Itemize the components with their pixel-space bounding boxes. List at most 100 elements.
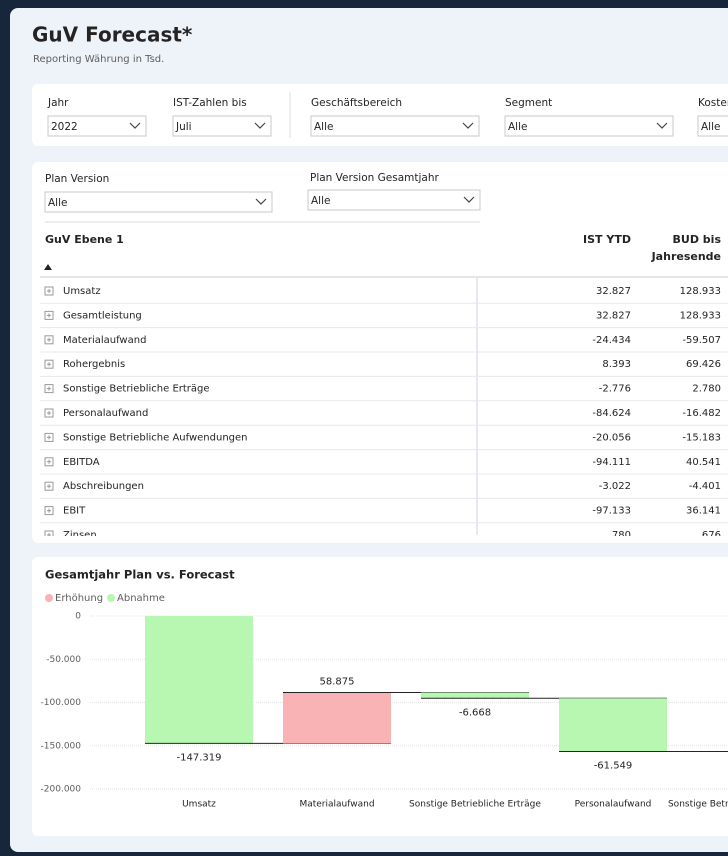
row-label: Gesamtleistung [63, 310, 142, 321]
row-label: Sonstige Betriebliche Aufwendungen [63, 432, 248, 443]
scrollbar [476, 278, 478, 535]
expand-icon[interactable] [44, 335, 54, 345]
filter-label: Kostenstelle [698, 97, 728, 109]
expand-plus [47, 533, 51, 536]
cell: -59.507 [682, 335, 721, 346]
cell: -3.022 [599, 481, 631, 492]
column-header[interactable]: BUD bis [673, 233, 722, 246]
column-header[interactable]: GuV Ebene 1 [45, 233, 124, 246]
expand-plus [47, 435, 51, 440]
chart-title: Gesamtjahr Plan vs. Forecast [45, 568, 235, 582]
x-tick-label: Sonstige Betriebliche Erträge [409, 800, 541, 810]
cell: -84.624 [592, 408, 631, 419]
expand-icon[interactable] [44, 506, 54, 516]
cell: 2.780 [692, 384, 721, 395]
chevron [462, 122, 474, 129]
cell: -4.401 [689, 481, 721, 492]
cell: -15.183 [682, 432, 721, 443]
page-subtitle: Reporting Währung in Tsd. [33, 54, 164, 65]
dropdown-value: Alle [701, 121, 720, 133]
cell: 676 [702, 530, 721, 541]
bar [283, 692, 391, 744]
dropdown-value: Alle [314, 121, 333, 133]
cell: -16.482 [682, 408, 721, 419]
bar [421, 692, 529, 699]
cell: 40.541 [686, 457, 721, 468]
row-label: Personalaufwand [63, 408, 148, 419]
cell: 8.393 [602, 359, 631, 370]
dropdown-value: 2022 [51, 121, 78, 133]
expand-icon[interactable] [44, 481, 54, 491]
data-label: 58.875 [320, 677, 355, 688]
expand-icon[interactable] [44, 310, 54, 320]
chevron [463, 196, 475, 203]
bar [559, 698, 667, 752]
legend-label: Abnahme [117, 593, 165, 604]
expand-icon[interactable] [44, 286, 54, 296]
expand-icon[interactable] [44, 457, 54, 467]
bar [145, 616, 253, 744]
dropdown[interactable] [310, 115, 480, 137]
x-tick-label: Personalaufwand [575, 800, 652, 810]
dropdown-value: Alle [311, 195, 330, 207]
column-header[interactable]: IST YTD [583, 233, 631, 246]
x-tick-label: Umsatz [182, 800, 216, 810]
cell: 128.933 [680, 310, 721, 321]
cell: -94.111 [592, 457, 631, 468]
data-label: -6.668 [459, 707, 491, 718]
expand-icon[interactable] [44, 432, 54, 442]
expand-plus [47, 313, 51, 318]
row-label: EBITDA [63, 457, 100, 468]
row-label: Materialaufwand [63, 335, 146, 346]
chevron [255, 198, 267, 205]
legend-swatch [107, 594, 115, 602]
table-body: Umsatz 32.827 128.933 Gesamtleistung 32.827 1… [40, 286, 728, 541]
chevron [254, 122, 266, 129]
dropdown[interactable] [44, 191, 273, 213]
legend-swatch [45, 594, 53, 602]
dropdown-value: Alle [508, 121, 527, 133]
filter-label: Plan Version [45, 173, 109, 185]
chevron [656, 122, 668, 129]
y-tick-label: -50.000 [46, 655, 81, 665]
dropdown[interactable] [172, 115, 272, 137]
dropdown[interactable] [307, 189, 481, 211]
dropdown-value: Alle [48, 197, 67, 209]
expand-plus [47, 337, 51, 342]
sort-arrow [44, 264, 52, 270]
expand-plus [47, 289, 51, 293]
legend-label: Erhöhung [55, 593, 103, 604]
x-tick-label: Materialaufwand [299, 800, 374, 810]
filter-card [32, 84, 728, 146]
expand-plus [47, 508, 51, 513]
filter-label: Plan Version Gesamtjahr [310, 172, 439, 184]
row-label: Rohergebnis [63, 359, 125, 370]
dropdown[interactable] [47, 115, 147, 137]
chevron [129, 122, 141, 129]
dropdown[interactable] [504, 115, 674, 137]
x-tick-label: Sonstige Betriebliche Aufwendungen [668, 800, 728, 810]
page-title: GuV Forecast* [32, 23, 193, 47]
expand-icon[interactable] [44, 359, 54, 369]
cell: 780 [612, 530, 631, 541]
expand-icon[interactable] [44, 530, 54, 539]
y-tick-label: 0 [75, 612, 81, 622]
dropdown[interactable] [697, 115, 728, 137]
row-label: EBIT [63, 506, 86, 517]
expand-icon[interactable] [44, 384, 54, 394]
expand-icon[interactable] [44, 408, 54, 418]
expand-plus [47, 386, 51, 391]
expand-plus [47, 459, 51, 464]
row-label: Umsatz [63, 286, 101, 297]
cell: -20.056 [592, 432, 631, 443]
filter-label: Segment [505, 97, 552, 109]
expand-plus [47, 411, 51, 415]
cell: -2.776 [599, 384, 631, 395]
row-label: Abschreibungen [63, 481, 144, 492]
data-label: -61.549 [594, 761, 633, 772]
y-tick-label: -200.000 [41, 785, 82, 795]
column-header[interactable]: Jahresende [651, 250, 721, 263]
filter-label: Geschäftsbereich [311, 97, 402, 109]
